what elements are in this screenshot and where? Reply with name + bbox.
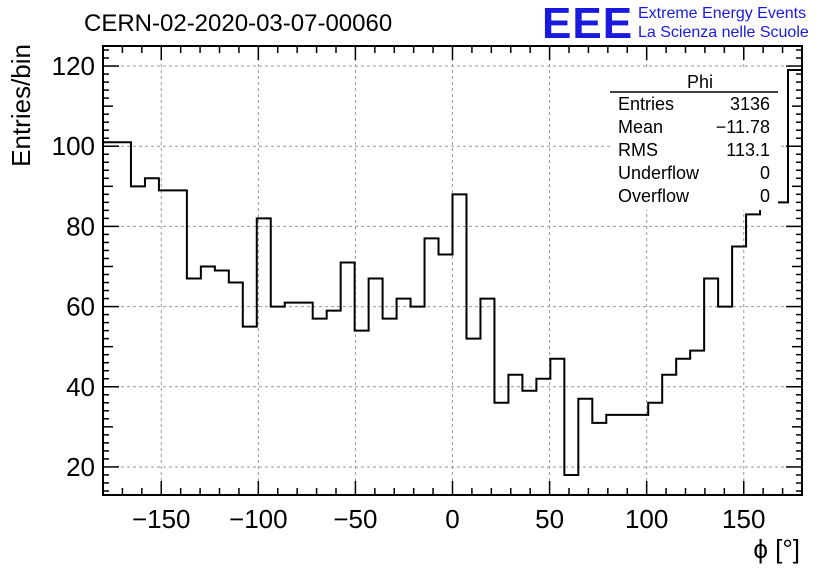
stats-value: 0	[760, 163, 770, 183]
x-tick-label: 100	[625, 504, 668, 534]
x-tick-label: −150	[132, 504, 191, 534]
y-tick-label: 40	[66, 372, 95, 402]
x-tick-label: −100	[229, 504, 288, 534]
x-tick-label: −50	[333, 504, 377, 534]
logo-line-2: La Scienza nelle Scuole	[638, 24, 809, 41]
y-tick-label: 60	[66, 292, 95, 322]
stats-value: 3136	[730, 94, 770, 114]
stats-label: Entries	[618, 94, 674, 114]
stats-value: −11.78	[716, 117, 770, 137]
stats-box	[610, 70, 778, 210]
histogram-series	[103, 69, 802, 476]
logo-line-1: Extreme Energy Events	[638, 5, 807, 22]
plot-title: CERN-02-2020-03-07-00060	[84, 10, 393, 37]
plot-frame	[102, 45, 803, 496]
x-axis-label: ϕ [°]	[753, 534, 800, 564]
eee-logo: EEE	[542, 0, 634, 48]
stats-title: Phi	[687, 72, 713, 92]
y-tick-label: 120	[52, 51, 95, 81]
stats-label: Underflow	[618, 163, 700, 183]
y-tick-label: 20	[66, 452, 95, 482]
stats-label: RMS	[618, 140, 658, 160]
stats-label: Overflow	[618, 186, 690, 206]
x-tick-label: 0	[445, 504, 459, 534]
y-tick-label: 100	[52, 131, 95, 161]
stats-value: 113.1	[726, 140, 770, 160]
x-tick-label: 150	[722, 504, 765, 534]
y-axis-label: Entries/bin	[6, 44, 36, 167]
x-tick-label: 50	[535, 504, 564, 534]
stats-value: 0	[760, 186, 770, 206]
y-tick-label: 80	[66, 211, 95, 241]
stats-label: Mean	[618, 117, 663, 137]
